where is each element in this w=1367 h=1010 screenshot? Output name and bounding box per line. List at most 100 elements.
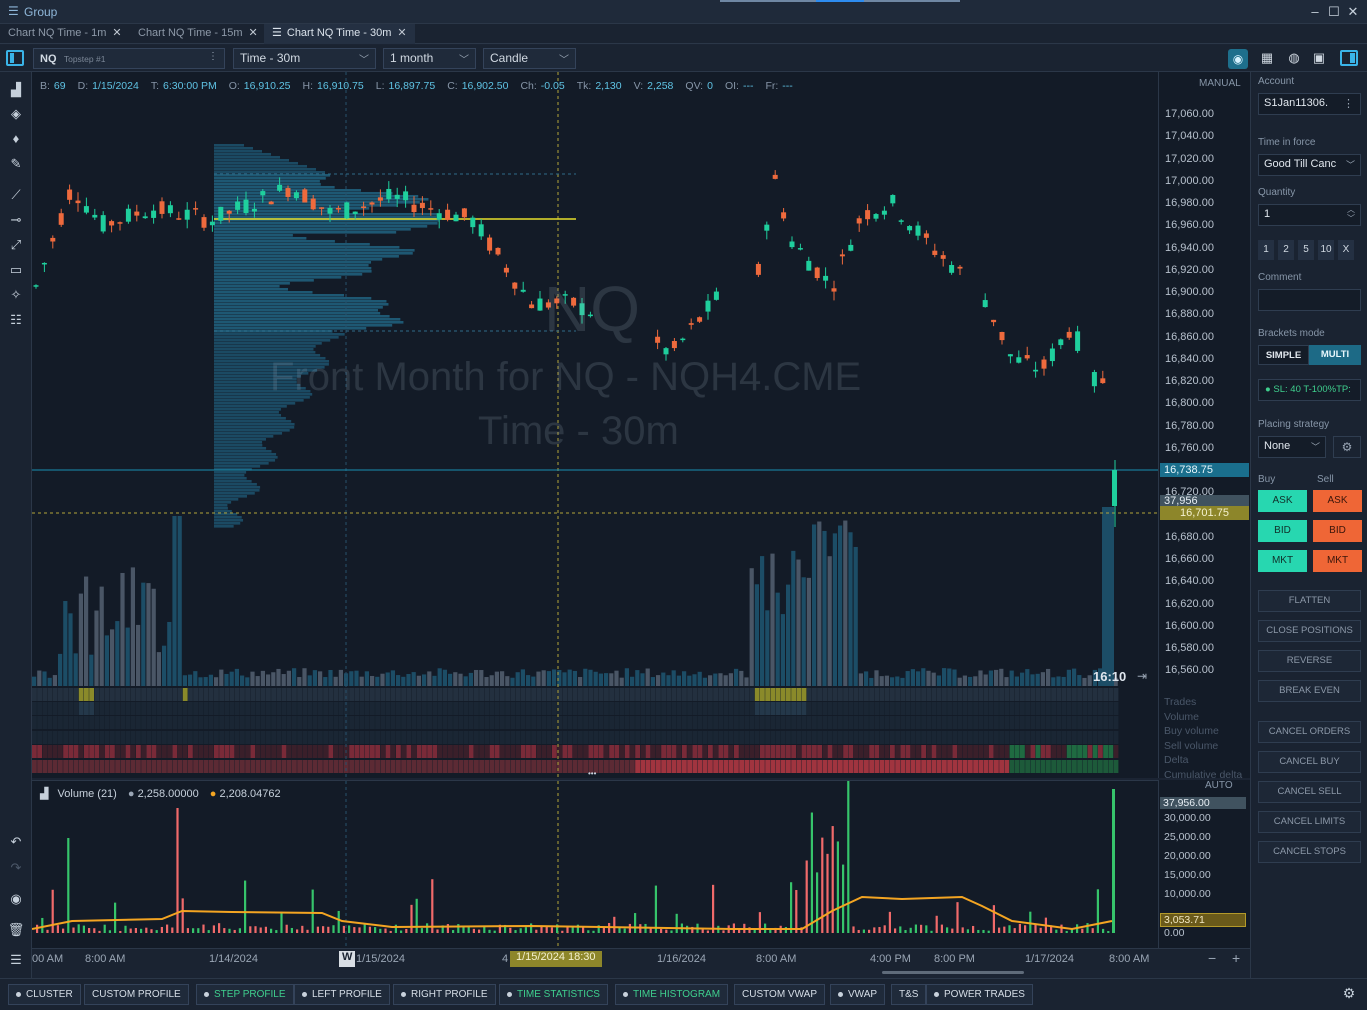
settings-gear-icon[interactable]: ⚙: [1342, 985, 1356, 1001]
volume-axis[interactable]: AUTO 37,956.00 30,000.00 25,000.00 20,000.0…: [1158, 780, 1250, 948]
indicator-button-left-profile[interactable]: LEFT PROFILE: [294, 984, 390, 1005]
magic-tool-icon[interactable]: ✧: [10, 287, 22, 302]
cluster-cell: [791, 702, 796, 715]
alert-bell-icon[interactable]: ♦: [12, 131, 20, 146]
list-icon[interactable]: ☰: [10, 952, 22, 967]
calculator-icon[interactable]: ▦: [1260, 50, 1274, 65]
scroll-to-end-icon[interactable]: ⇥: [1137, 669, 1148, 683]
close-icon[interactable]: ✕: [1347, 4, 1359, 19]
indicator-button-cluster[interactable]: CLUSTER: [8, 984, 81, 1005]
object-list-icon[interactable]: ☷: [10, 312, 22, 327]
rectangle-icon[interactable]: ▭: [9, 262, 23, 277]
cluster-cell: [453, 731, 458, 744]
tif-dropdown[interactable]: Good Till Canc ﹀: [1258, 154, 1361, 176]
candle-chart-canvas[interactable]: [32, 72, 1158, 778]
qty-preset-2[interactable]: 2: [1278, 240, 1294, 260]
bracket-simple-button[interactable]: SIMPLE: [1258, 345, 1309, 365]
tab-chart-30m[interactable]: ☰ Chart NQ Time - 30m ✕: [264, 24, 415, 44]
indicator-button-custom-profile[interactable]: CUSTOM PROFILE: [84, 984, 189, 1005]
volume-histogram-bar: [550, 927, 553, 933]
account-field[interactable]: S1Jan11306. ⋮: [1258, 93, 1361, 115]
scale-mode[interactable]: MANUAL: [1199, 78, 1241, 89]
indicator-button-power-trades[interactable]: POWER TRADES: [926, 984, 1033, 1005]
tab-chart-15m[interactable]: Chart NQ Time - 15m ✕: [130, 24, 266, 44]
maximize-icon[interactable]: ☐: [1328, 4, 1340, 19]
cluster-cell: [250, 702, 256, 715]
volume-scale-mode[interactable]: AUTO: [1205, 780, 1233, 791]
symbol-selector[interactable]: NQ Topstep #1 ⋮: [33, 48, 225, 69]
qty-preset-5[interactable]: 5: [1298, 240, 1314, 260]
qty-preset-1[interactable]: 1: [1258, 240, 1274, 260]
quantity-stepper[interactable]: 1 ︿ ﹀: [1258, 204, 1361, 226]
qty-clear[interactable]: X: [1338, 240, 1354, 260]
quantity-label: Quantity: [1258, 187, 1296, 198]
cancel-buy-button[interactable]: CANCEL BUY: [1258, 751, 1361, 773]
reverse-button[interactable]: REVERSE: [1258, 650, 1361, 672]
profile-bar: [214, 306, 383, 309]
break-even-button[interactable]: BREAK EVEN: [1258, 680, 1361, 702]
close-tab-icon[interactable]: ✕: [112, 27, 122, 39]
template-icon[interactable]: ▣: [1312, 50, 1326, 65]
indicator-button-time-statistics[interactable]: TIME STATISTICS: [499, 984, 608, 1005]
cancel-stops-button[interactable]: CANCEL STOPS: [1258, 841, 1361, 863]
aggregation-dropdown[interactable]: Time - 30m ﹀: [233, 48, 376, 69]
indicator-button-step-profile[interactable]: STEP PROFILE: [196, 984, 294, 1005]
settings-gear-icon[interactable]: ⚙: [1333, 436, 1361, 458]
trend-line-icon[interactable]: ⤢: [10, 237, 22, 252]
indicator-button-custom-vwap[interactable]: CUSTOM VWAP: [734, 984, 826, 1005]
cluster-cell: [708, 702, 713, 715]
sell-market-button[interactable]: MKT: [1313, 550, 1362, 572]
horizontal-scrollbar[interactable]: [882, 971, 1024, 974]
tab-chart-1m[interactable]: Chart NQ Time - 1m ✕: [0, 24, 130, 44]
sell-ask-button[interactable]: ASK: [1313, 490, 1362, 512]
more-icon[interactable]: ⋮: [1343, 98, 1354, 110]
panel-toggle-icon[interactable]: [6, 50, 24, 66]
buy-ask-button[interactable]: ASK: [1258, 490, 1307, 512]
buy-market-button[interactable]: MKT: [1258, 550, 1307, 572]
collapse-handle[interactable]: •••: [588, 769, 597, 778]
placing-dropdown[interactable]: None ﹀: [1258, 436, 1326, 458]
cluster-cell: [1014, 716, 1020, 729]
cancel-sell-button[interactable]: CANCEL SELL: [1258, 781, 1361, 803]
bracket-multi-button[interactable]: MULTI: [1309, 345, 1361, 365]
cluster-search-icon[interactable]: ◉: [1228, 49, 1248, 69]
indicator-button-time-histogram[interactable]: TIME HISTOGRAM: [615, 984, 729, 1005]
ruler-icon[interactable]: ⟋: [11, 187, 21, 202]
chart-type-dropdown[interactable]: Candle ﹀: [483, 48, 576, 69]
cancel-limits-button[interactable]: CANCEL LIMITS: [1258, 811, 1361, 833]
side-panel-toggle-icon[interactable]: [1340, 50, 1358, 66]
pencil-icon[interactable]: ✎: [10, 156, 22, 171]
indicator-button-t-s[interactable]: T&S: [891, 984, 927, 1005]
menu-icon[interactable]: ☰: [8, 4, 19, 18]
cancel-orders-button[interactable]: CANCEL ORDERS: [1258, 721, 1361, 743]
close-positions-button[interactable]: CLOSE POSITIONS: [1258, 620, 1361, 642]
zoom-out-icon[interactable]: −: [1208, 950, 1217, 966]
buy-bid-button[interactable]: BID: [1258, 520, 1307, 542]
trash-icon[interactable]: 🗑: [7, 922, 25, 937]
visibility-eye-icon[interactable]: ◉: [10, 891, 22, 906]
close-tab-icon[interactable]: ✕: [397, 27, 407, 39]
minimize-icon[interactable]: –: [1311, 4, 1319, 19]
horizontal-line-icon[interactable]: ⊸: [10, 212, 22, 227]
more-icon[interactable]: ⋮: [208, 51, 218, 62]
main-chart[interactable]: NQ Front Month for NQ - NQH4.CME Time - …: [32, 72, 1158, 778]
undo-icon[interactable]: ↶: [10, 834, 22, 849]
zoom-in-icon[interactable]: +: [1232, 950, 1241, 966]
volume-panel[interactable]: ▟ Volume (21) ● 2,258.00000 ● 2,208.04762: [32, 780, 1158, 949]
time-axis[interactable]: − + 00 AM 8:00 AM 1/14/2024 W 1/15/2024 4 1/15…: [32, 948, 1250, 974]
mouse-icon[interactable]: ◍: [1288, 50, 1300, 65]
layers-icon[interactable]: ◈: [11, 106, 21, 121]
close-tab-icon[interactable]: ✕: [248, 27, 258, 39]
redo-icon[interactable]: ↷: [10, 860, 22, 875]
sell-bid-button[interactable]: BID: [1313, 520, 1362, 542]
bracket-info[interactable]: ● SL: 40 T-100%TP:: [1258, 379, 1361, 401]
price-axis[interactable]: 16,560.00 16,580.00 16,600.00 16,620.00 16,6…: [1158, 72, 1250, 778]
period-dropdown[interactable]: 1 month ﹀: [383, 48, 476, 69]
qty-preset-10[interactable]: 10: [1318, 240, 1334, 260]
stepper-icon[interactable]: ︿ ﹀: [1347, 205, 1355, 223]
indicator-button-right-profile[interactable]: RIGHT PROFILE: [393, 984, 496, 1005]
indicators-icon[interactable]: ▟: [11, 82, 21, 97]
flatten-button[interactable]: FLATTEN: [1258, 590, 1361, 612]
comment-field[interactable]: [1258, 289, 1361, 311]
indicator-button-vwap[interactable]: VWAP: [830, 984, 886, 1005]
